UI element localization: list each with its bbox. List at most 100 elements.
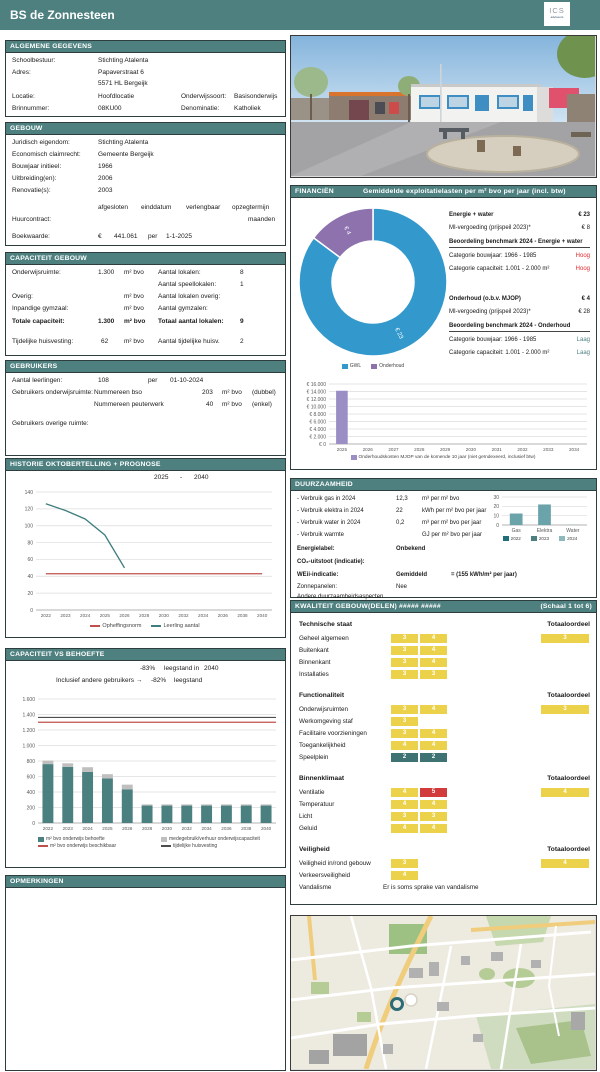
svg-text:2034: 2034 [198, 613, 209, 618]
svg-text:2027: 2027 [388, 447, 399, 452]
gebouw-row-value: 2006 [98, 175, 113, 182]
benchmark-row-label: Categorie bouwjaar: 1966 - 1985 [449, 253, 537, 259]
zonnepanelen-label: Zonnepanelen: [297, 584, 338, 590]
svg-text:1.600: 1.600 [22, 697, 35, 703]
quality-score-cell: 4 [391, 800, 418, 809]
quality-score-cell: 3 [391, 634, 418, 643]
quality-group: Technische staat Totaaloordeel Geheel alge… [291, 619, 596, 681]
totaaloordeel-label: Totaaloordeel [547, 621, 590, 628]
energie-water-label: Energie + water [449, 212, 494, 218]
quality-score-cell: 4 [420, 741, 447, 750]
periode-dash: - [180, 474, 183, 481]
quality-row: Ventilatie 4 5 4 [291, 787, 596, 799]
school-photo-graphic [291, 36, 596, 176]
svg-text:Elektra: Elektra [537, 528, 553, 534]
quality-group: Veiligheid Totaaloordeel Veiligheid in/ron… [291, 844, 596, 894]
legend-swatch [38, 836, 44, 842]
quality-row-label: Binnenkant [299, 659, 331, 666]
location-map [290, 915, 597, 1071]
benchmark-row-status: Laag [576, 337, 590, 343]
ics-logo: ICS adviseurs [544, 2, 570, 26]
co2-label: CO₂-uitstoot (indicatie): [297, 559, 365, 565]
quality-score-cell: 3 [391, 658, 418, 667]
schoolbestuur-value: Stichting Atalenta [98, 57, 149, 64]
boekwaarde-euro: € [98, 233, 102, 240]
brin-value: 08KU00 [98, 105, 122, 112]
svg-text:2028: 2028 [139, 613, 150, 618]
quality-row: Licht 3 3 [291, 811, 596, 823]
leegstand2-prefix: Inclusief andere gebruikers → [56, 677, 143, 684]
section-historie: HISTORIE OKTOBERTELLING + PROGNOSE 2025 … [5, 458, 286, 638]
boekwaarde-value: 441.061 [114, 233, 138, 240]
svg-text:2025: 2025 [102, 826, 113, 831]
gebouw-row-value: Gemeente Bergeijk [98, 151, 154, 158]
cap-label: Tijdelijke huisvesting: [12, 338, 74, 345]
quality-score-cell: 4 [420, 800, 447, 809]
gebouw-row-value: Stichting Atalenta [98, 139, 149, 146]
cap-label: Inpandige gymzaal: [12, 305, 69, 312]
totaaloordeel-cell: 4 [541, 788, 589, 797]
kwaliteit-kolom-hashes: ##### ##### [399, 603, 441, 610]
svg-text:€ 8.000: € 8.000 [309, 412, 326, 418]
section-financien: FINANCIËN Gemiddelde exploitatielasten p… [290, 185, 597, 470]
contract-col-header: verlengbaar [186, 204, 221, 211]
section-header-capbehoefte: CAPACITEIT VS BEHOEFTE [6, 649, 285, 661]
quality-row-label: Geheel algemeen [299, 635, 349, 642]
quality-row-label: Speelplein [299, 754, 329, 761]
svg-text:2022: 2022 [43, 826, 54, 831]
kwaliteit-schaal-label: (Schaal 1 tot 6) [540, 603, 592, 610]
verbruik-mini-chart: 0 10 20 30 Gas Elektra Water 2022 2023 2024 [489, 493, 591, 545]
section-algemene-gegevens: ALGEMENE GEGEVENS Schoolbestuur: Stichti… [5, 40, 286, 117]
cap-unit: m² bvo [124, 269, 144, 276]
gebouw-row-value: 2003 [98, 187, 113, 194]
legend-item: 2022 [502, 536, 521, 541]
mi-vergoeding-value: € 8 [581, 225, 590, 231]
quality-group: Functionaliteit Totaaloordeel Onderwijsrui… [291, 690, 596, 764]
quality-score-cell: 3 [391, 729, 418, 738]
svg-text:2030: 2030 [466, 447, 477, 452]
denominatie-label: Denominatie: [181, 105, 220, 112]
legend-swatch [161, 836, 167, 842]
gebruiker-opp: 40 [206, 401, 214, 408]
gebouw-row-label: Uitbreiding(en): [12, 175, 57, 182]
contract-col-header: einddatum [141, 204, 172, 211]
periode-tot: 2040 [194, 474, 209, 481]
weii-extra: = (155 kWh/m² per jaar) [451, 572, 517, 578]
leegstand-percentage: -83% [140, 665, 156, 672]
gebruiker-opp: 203 [202, 389, 213, 396]
cap-label-totaal: Totale capaciteit: [12, 318, 65, 325]
quality-row: Installaties 3 3 [291, 669, 596, 681]
legend-swatch [502, 536, 509, 541]
svg-text:2033: 2033 [543, 447, 554, 452]
contract-col-header: opzegtermijn [232, 204, 270, 211]
cap-unit: m² bvo [124, 305, 144, 312]
andere-aspecten-label: Andere duurzaamheidsaspecten [297, 594, 384, 600]
quality-row: Verkeersveiligheid 4 [291, 870, 596, 882]
map-location-marker [390, 997, 404, 1011]
section-gebouw: GEBOUW Juridisch eigendom: Stichting Ata… [5, 122, 286, 246]
svg-text:€ 23: € 23 [393, 327, 404, 341]
benchmark-row-label: Categorie capaciteit: 1.001 - 2.000 m² [449, 266, 550, 272]
cap-rlabel: Aantal speellokalen: [158, 281, 217, 288]
opmerkingen-body [6, 888, 285, 1070]
section-capaciteit-vs-behoefte: CAPACITEIT VS BEHOEFTE -83% leegstand in… [5, 648, 286, 868]
verbruik-unit: m³ per m² bvo [422, 496, 460, 502]
top-header-bar: BS de Zonnesteen ICS adviseurs [0, 0, 600, 30]
gebouw-row-value: 1966 [98, 163, 113, 170]
quality-score-cell: 5 [420, 788, 447, 797]
totaaloordeel-label: Totaaloordeel [547, 846, 590, 853]
mi-vergoeding-label: MI-vergoeding (prijspeil 2023)* [449, 309, 531, 315]
cap-unit-totaal: m² bvo [124, 318, 146, 325]
quality-score-cell: 3 [391, 705, 418, 714]
section-header-historie: HISTORIE OKTOBERTELLING + PROGNOSE [6, 459, 285, 471]
legend-swatch [350, 455, 357, 460]
svg-text:2034: 2034 [569, 447, 580, 452]
quality-group-name: Functionaliteit [299, 692, 345, 699]
totaaloordeel-label: Totaaloordeel [547, 775, 590, 782]
ics-logo-subtext: adviseurs [550, 15, 564, 19]
cap-rlabel-totaal: Totaal aantal lokalen: [158, 318, 224, 325]
benchmark-onderhoud-title: Beoordeling benchmark 2024 - Onderhoud [449, 323, 590, 332]
mi-vergoeding-label: MI-vergoeding (prijspeil 2023)* [449, 225, 531, 231]
verbruik-value: 12,3 [396, 496, 408, 502]
svg-text:€ 14.000: € 14.000 [307, 389, 327, 395]
